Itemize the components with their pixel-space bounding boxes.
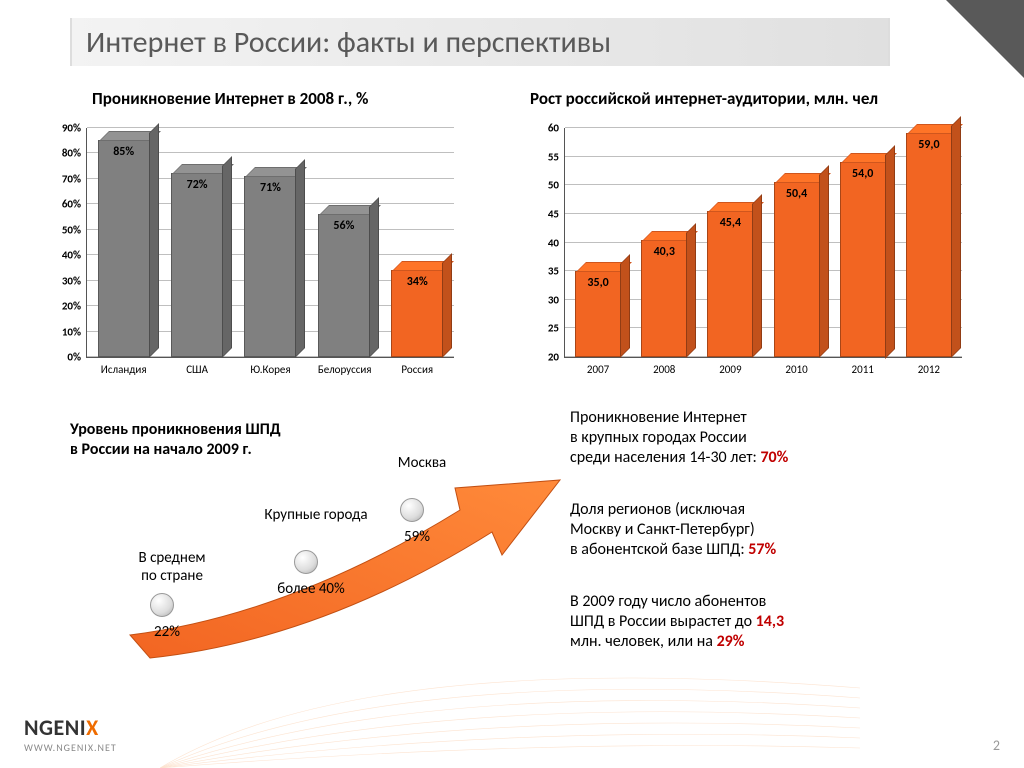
- slide-corner-decoration: [946, 0, 1024, 78]
- chart-bar-value-label: 56%: [333, 219, 354, 233]
- chart-bar: 72%: [171, 173, 223, 357]
- arrow-node-marker: [294, 550, 318, 574]
- chart-xtick: США: [171, 357, 223, 376]
- chart-ytick: 20%: [62, 300, 87, 313]
- fact-text-block: В 2009 году число абонентов ШПД в России…: [570, 592, 990, 652]
- page-number: 2: [993, 737, 1000, 754]
- brand-url: WWW.NGENIX.NET: [24, 741, 117, 754]
- chart-ytick: 25: [548, 322, 565, 335]
- chart-bar-wrap: 59,02012: [906, 133, 952, 357]
- chart-ytick: 50%: [62, 223, 87, 236]
- chart-xtick: 2008: [641, 357, 687, 376]
- fact-accent-value: 57%: [748, 540, 776, 559]
- chart-bar-value-label: 50,4: [786, 187, 807, 201]
- penetration-chart: 0%10%20%30%40%50%60%70%80%90%85%Исландия…: [86, 128, 454, 358]
- chart-bar: 45,4: [707, 211, 753, 357]
- chart-bar-value-label: 72%: [187, 178, 208, 192]
- arrow-node-marker: [150, 593, 174, 617]
- chart-bar: 56%: [318, 214, 370, 357]
- arrow-node-label: В среднем по стране: [102, 549, 242, 585]
- chart-ytick: 50: [548, 179, 565, 192]
- penetration-chart-title: Проникновение Интернет в 2008 г., %: [92, 88, 368, 109]
- fact-pre: Доля регионов (исключая Москву и Санкт-П…: [570, 500, 755, 559]
- chart-xtick: 2009: [707, 357, 753, 376]
- fact-pre: В 2009 году число абонентов ШПД в России…: [570, 592, 766, 631]
- chart-ytick: 90%: [62, 122, 87, 135]
- chart-bar-value-label: 85%: [113, 145, 134, 159]
- chart-ytick: 0%: [67, 351, 87, 364]
- chart-bar-wrap: 34%Россия: [391, 270, 443, 357]
- chart-bar: 85%: [98, 140, 150, 357]
- chart-ytick: 30%: [62, 274, 87, 287]
- arrow-node-label: Москва: [352, 454, 492, 472]
- broadband-arrow-infographic: В среднем по стране 22% Крупные города боле…: [60, 440, 560, 660]
- chart-ytick: 45: [548, 207, 565, 220]
- chart-bar-wrap: 40,32008: [641, 240, 687, 357]
- chart-ytick: 10%: [62, 325, 87, 338]
- brand-logo: NGENIX WWW.NGENIX.NET: [24, 714, 117, 754]
- chart-bar-value-label: 54,0: [852, 167, 873, 181]
- chart-xtick: 2010: [774, 357, 820, 376]
- fact-accent-value: 14,3: [756, 612, 784, 631]
- chart-bar-wrap: 50,42010: [774, 182, 820, 357]
- chart-bar: 34%: [391, 270, 443, 357]
- chart-ytick: 40: [548, 236, 565, 249]
- fact-post: млн. человек, или на: [570, 632, 717, 651]
- chart-ytick: 55: [548, 150, 565, 163]
- chart-bar: 40,3: [641, 240, 687, 357]
- chart-xtick: Белоруссия: [318, 357, 370, 376]
- arrow-node-value: 59%: [362, 528, 472, 546]
- brand-text: NGENI: [24, 714, 86, 741]
- chart-bar-value-label: 59,0: [918, 138, 939, 152]
- chart-xtick: 2011: [840, 357, 886, 376]
- chart-xtick: Россия: [391, 357, 443, 376]
- chart-bar-value-label: 35,0: [587, 276, 608, 290]
- chart-ytick: 35: [548, 265, 565, 278]
- arrow-node-value: более 40%: [256, 580, 366, 598]
- slide-title: Интернет в России: факты и перспективы: [86, 24, 611, 61]
- chart-ytick: 20: [548, 351, 565, 364]
- chart-xtick: Исландия: [98, 357, 150, 376]
- fact-text-block: Проникновение Интернет в крупных городах…: [570, 408, 990, 468]
- chart-ytick: 60: [548, 122, 565, 135]
- chart-bar-wrap: 85%Исландия: [98, 140, 150, 357]
- chart-bar: 50,4: [774, 182, 820, 357]
- chart-bar-value-label: 45,4: [720, 216, 741, 230]
- brand-accent: X: [86, 714, 99, 741]
- chart-xtick: 2007: [575, 357, 621, 376]
- chart-bar: 35,0: [575, 271, 621, 357]
- chart-bar: 71%: [244, 176, 296, 357]
- chart-ytick: 60%: [62, 198, 87, 211]
- fact-text-block: Доля регионов (исключая Москву и Санкт-П…: [570, 500, 990, 560]
- chart-bar-value-label: 71%: [260, 181, 281, 195]
- chart-bars-container: 85%Исландия 72%США 71%Ю.Корея 56%Белоруссия…: [87, 128, 454, 357]
- slide-title-bar: Интернет в России: факты и перспективы: [70, 18, 890, 66]
- fact-accent-value: 29%: [717, 632, 745, 651]
- chart-bar: 59,0: [906, 133, 952, 357]
- chart-bar-value-label: 34%: [407, 275, 428, 289]
- chart-xtick: Ю.Корея: [244, 357, 296, 376]
- chart-bar-value-label: 40,3: [654, 245, 675, 259]
- chart-ytick: 70%: [62, 172, 87, 185]
- chart-bar-wrap: 35,02007: [575, 271, 621, 357]
- chart-bar-wrap: 72%США: [171, 173, 223, 357]
- chart-bar-wrap: 71%Ю.Корея: [244, 176, 296, 357]
- arrow-node-value: 22%: [112, 623, 222, 641]
- fact-accent-value: 70%: [760, 448, 788, 467]
- audience-chart: 20253035404550556035,0200740,3200845,420…: [564, 128, 962, 358]
- chart-ytick: 40%: [62, 249, 87, 262]
- audience-chart-title: Рост российской интернет-аудитории, млн.…: [530, 88, 878, 109]
- chart-bar: 54,0: [840, 162, 886, 358]
- arrow-node-label: Крупные города: [246, 506, 386, 524]
- chart-bars-container: 35,02007 40,32008 45,42009 50,42010 54,02011…: [565, 128, 962, 357]
- chart-bar-wrap: 56%Белоруссия: [318, 214, 370, 357]
- chart-xtick: 2012: [906, 357, 952, 376]
- chart-bar-wrap: 45,42009: [707, 211, 753, 357]
- chart-bar-wrap: 54,02011: [840, 162, 886, 358]
- chart-ytick: 80%: [62, 147, 87, 160]
- fact-pre: Проникновение Интернет в крупных городах…: [570, 408, 760, 467]
- chart-ytick: 30: [548, 293, 565, 306]
- arrow-node-marker: [400, 498, 424, 522]
